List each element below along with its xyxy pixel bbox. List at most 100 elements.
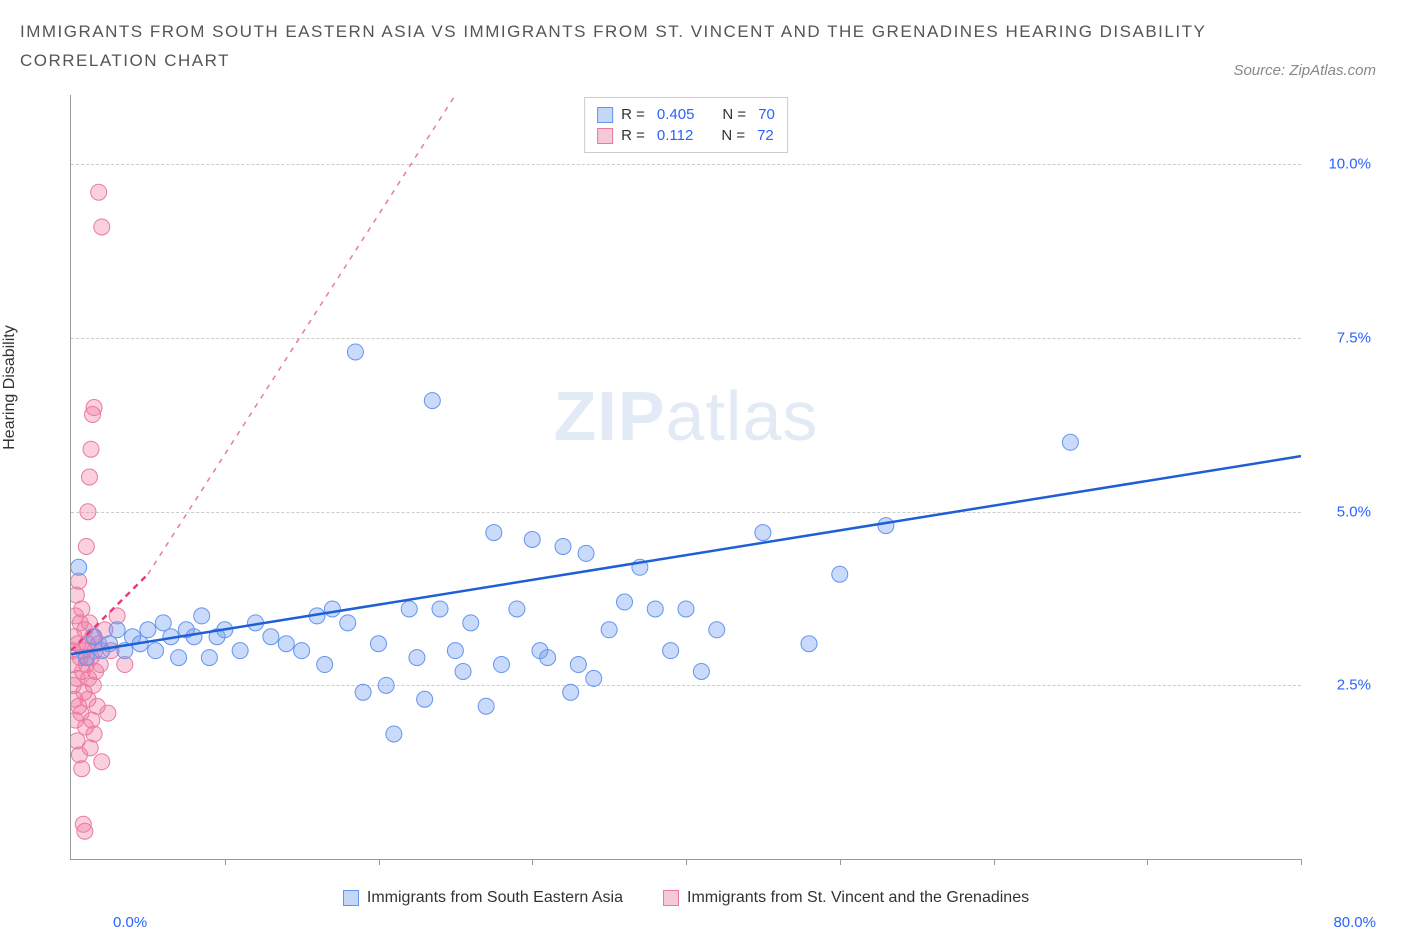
data-point: [563, 684, 579, 700]
data-point: [91, 184, 107, 200]
data-point: [340, 615, 356, 631]
data-point: [494, 657, 510, 673]
data-point: [709, 622, 725, 638]
legend-swatch-blue: [597, 107, 613, 123]
data-point: [409, 650, 425, 666]
data-point: [71, 559, 87, 575]
data-point: [578, 545, 594, 561]
data-point: [194, 608, 210, 624]
x-tick: [840, 859, 841, 865]
legend-label-blue: Immigrants from South Eastern Asia: [367, 889, 623, 907]
data-point: [155, 615, 171, 631]
y-tick-label: 5.0%: [1311, 503, 1371, 520]
y-axis-label: Hearing Disability: [1, 325, 19, 450]
data-point: [832, 566, 848, 582]
chart-title-area: IMMIGRANTS FROM SOUTH EASTERN ASIA VS IM…: [0, 0, 1406, 71]
data-point: [186, 629, 202, 645]
data-point: [455, 663, 471, 679]
data-point: [355, 684, 371, 700]
x-tick: [532, 859, 533, 865]
data-point: [81, 469, 97, 485]
x-tick: [1301, 859, 1302, 865]
legend-bottom: Immigrants from South Eastern Asia Immig…: [71, 889, 1301, 907]
data-point: [601, 622, 617, 638]
data-point: [74, 761, 90, 777]
data-point: [417, 691, 433, 707]
data-point: [693, 663, 709, 679]
data-point: [294, 643, 310, 659]
data-point: [94, 219, 110, 235]
data-point: [80, 504, 96, 520]
data-point: [85, 677, 101, 693]
data-point: [171, 650, 187, 666]
data-point: [83, 441, 99, 457]
legend-item-blue: Immigrants from South Eastern Asia: [343, 889, 623, 907]
data-point: [463, 615, 479, 631]
data-point: [570, 657, 586, 673]
chart-title-line1: IMMIGRANTS FROM SOUTH EASTERN ASIA VS IM…: [20, 18, 1386, 45]
data-point: [109, 622, 125, 638]
data-point: [77, 823, 93, 839]
data-point: [378, 677, 394, 693]
data-point: [509, 601, 525, 617]
data-point: [386, 726, 402, 742]
data-point: [647, 601, 663, 617]
x-axis-min-label: 0.0%: [113, 914, 147, 931]
data-point: [347, 344, 363, 360]
data-point: [401, 601, 417, 617]
y-tick-label: 7.5%: [1311, 330, 1371, 347]
legend-item-pink: Immigrants from St. Vincent and the Gren…: [663, 889, 1029, 907]
x-axis-max-label: 80.0%: [1333, 914, 1376, 931]
data-point: [232, 643, 248, 659]
data-point: [478, 698, 494, 714]
data-point: [324, 601, 340, 617]
trend-line-extension: [148, 95, 456, 574]
data-point: [878, 518, 894, 534]
x-tick: [994, 859, 995, 865]
legend-label-pink: Immigrants from St. Vincent and the Gren…: [687, 889, 1029, 907]
x-tick: [225, 859, 226, 865]
data-point: [540, 650, 556, 666]
data-point: [586, 670, 602, 686]
y-tick-label: 2.5%: [1311, 677, 1371, 694]
data-point: [447, 643, 463, 659]
data-point: [617, 594, 633, 610]
data-point: [663, 643, 679, 659]
data-point: [432, 601, 448, 617]
data-point: [755, 525, 771, 541]
data-point: [263, 629, 279, 645]
data-point: [201, 650, 217, 666]
data-point: [371, 636, 387, 652]
data-point: [801, 636, 817, 652]
legend-swatch-pink-icon: [663, 890, 679, 906]
legend-swatch-blue-icon: [343, 890, 359, 906]
data-point: [86, 400, 102, 416]
chart-container: Hearing Disability ZIPatlas R = 0.405 N …: [20, 95, 1381, 910]
data-point: [524, 532, 540, 548]
data-point: [424, 393, 440, 409]
scatter-svg: [71, 95, 1301, 859]
data-point: [678, 601, 694, 617]
data-point: [140, 622, 156, 638]
data-point: [486, 525, 502, 541]
data-point: [78, 538, 94, 554]
x-tick: [379, 859, 380, 865]
data-point: [100, 705, 116, 721]
chart-title-line2: CORRELATION CHART: [20, 51, 1386, 71]
data-point: [148, 643, 164, 659]
data-point: [94, 754, 110, 770]
data-point: [86, 726, 102, 742]
data-point: [1062, 434, 1078, 450]
data-point: [74, 601, 90, 617]
trend-line: [71, 456, 1301, 654]
data-point: [278, 636, 294, 652]
legend-swatch-pink: [597, 128, 613, 144]
data-point: [555, 538, 571, 554]
x-tick: [1147, 859, 1148, 865]
data-point: [86, 629, 102, 645]
legend-stats-box: R = 0.405 N = 70 R = 0.112 N = 72: [584, 97, 788, 153]
data-point: [317, 657, 333, 673]
source-attribution: Source: ZipAtlas.com: [1233, 62, 1376, 79]
plot-area: ZIPatlas R = 0.405 N = 70 R = 0.112 N = …: [70, 95, 1301, 860]
legend-stats-row-2: R = 0.112 N = 72: [597, 125, 775, 146]
